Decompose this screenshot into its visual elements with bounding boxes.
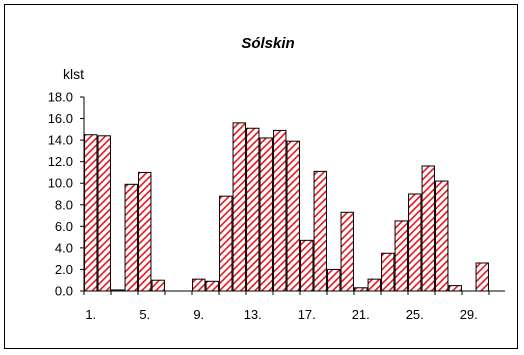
x-tick-label: 1.: [85, 307, 96, 322]
bar-day-15: [273, 129, 287, 292]
bar-day-30: [475, 262, 489, 292]
bar-day-4: [124, 183, 138, 292]
bar-day-2: [97, 135, 111, 292]
y-tick-label: 16.0: [48, 111, 73, 126]
y-tick-label: 8.0: [55, 197, 73, 212]
y-tick-label: 0.0: [55, 284, 73, 299]
y-tick-label: 12.0: [48, 154, 73, 169]
x-tick-label: 21.: [352, 307, 370, 322]
bar-day-22: [367, 278, 381, 292]
bar-day-11: [219, 195, 233, 292]
bars-group: [84, 122, 489, 292]
x-tick-label: 29.: [460, 307, 478, 322]
x-ticks-group: 1. 5. 9. 13. 17. 21. 25. 29.: [83, 291, 490, 322]
bar-day-19: [327, 268, 341, 292]
bar-day-27: [435, 180, 449, 292]
bar-day-13: [246, 127, 260, 292]
bar-day-1: [84, 134, 98, 292]
bar-day-9: [192, 278, 206, 292]
x-tick-label: 17.: [298, 307, 316, 322]
bar-day-14: [259, 137, 273, 292]
x-tick-label: 25.: [406, 307, 424, 322]
bar-day-18: [313, 170, 327, 292]
y-tick-label: 14.0: [48, 133, 73, 148]
bar-day-12: [232, 122, 246, 292]
chart-title: Sólskin: [241, 35, 294, 52]
bar-day-24: [394, 220, 408, 292]
y-axis-unit: klst: [63, 66, 84, 82]
x-tick-label: 5.: [139, 307, 150, 322]
y-ticks-group: 0.0 2.0 4.0 6.0 8.0 10.0 12.0 14.0 16.0 18.0: [48, 90, 84, 299]
y-tick-label: 6.0: [55, 219, 73, 234]
bar-day-20: [340, 211, 354, 292]
bar-day-17: [300, 239, 314, 292]
y-tick-label: 4.0: [55, 240, 73, 255]
y-tick-label: 18.0: [48, 90, 73, 105]
bar-day-16: [286, 140, 300, 292]
bar-day-10: [205, 280, 219, 292]
y-tick-label: 10.0: [48, 176, 73, 191]
bar-day-6: [151, 279, 165, 292]
bar-day-28: [448, 285, 462, 292]
bar-day-5: [138, 171, 152, 292]
bar-day-23: [381, 252, 395, 292]
x-tick-label: 9.: [193, 307, 204, 322]
bar-day-26: [421, 165, 435, 292]
x-tick-label: 13.: [244, 307, 262, 322]
y-tick-label: 2.0: [55, 262, 73, 277]
bar-day-25: [408, 193, 422, 292]
